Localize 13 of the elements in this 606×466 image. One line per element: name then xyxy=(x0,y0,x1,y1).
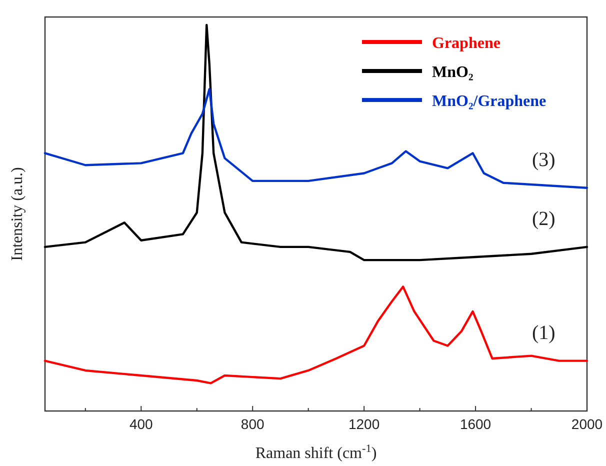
annotation: (3) xyxy=(532,148,556,171)
x-tick-label: 2000 xyxy=(571,416,603,432)
legend-label: Graphene xyxy=(432,35,500,52)
x-tick-label: 400 xyxy=(129,416,154,432)
annotation: (2) xyxy=(532,208,556,230)
x-tick-label: 1200 xyxy=(348,416,380,432)
x-tick-label: 1600 xyxy=(460,416,492,432)
x-tick-label: 800 xyxy=(240,416,264,432)
legend-label: MnO₂ xyxy=(432,64,474,81)
legend-label: MnO₂/Graphene xyxy=(432,93,546,110)
x-axis-title: Raman shift (cm$^{-1}$) xyxy=(255,443,377,462)
y-axis-title: Intensity (a.u.) xyxy=(9,167,26,261)
annotation: (1) xyxy=(532,322,556,344)
